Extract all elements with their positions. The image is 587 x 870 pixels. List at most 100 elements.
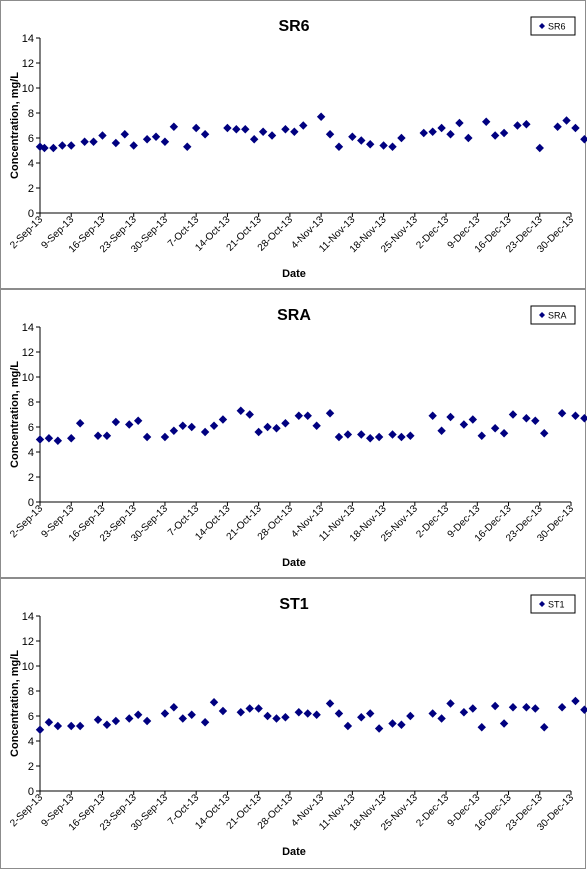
data-point-sr6 bbox=[67, 141, 76, 150]
data-point-sra bbox=[343, 430, 353, 439]
data-point-sra bbox=[459, 420, 469, 429]
y-tick-label: 2 bbox=[28, 183, 34, 195]
data-point-sr6 bbox=[357, 136, 366, 145]
data-point-sra bbox=[294, 411, 304, 420]
data-point-sr6 bbox=[499, 128, 509, 138]
scatter-chart-sr6: SR6024681012142-Sep-139-Sep-1316-Sep-132… bbox=[8, 16, 587, 280]
data-point-st1 bbox=[312, 710, 321, 719]
data-point-st1 bbox=[437, 714, 446, 723]
x-tick-label: 2-Dec-13 bbox=[414, 503, 451, 540]
data-point-st1 bbox=[571, 696, 580, 706]
y-tick-label: 0 bbox=[28, 497, 34, 509]
data-point-sr6 bbox=[241, 125, 250, 134]
data-point-sr6 bbox=[120, 130, 129, 139]
data-point-sr6 bbox=[40, 143, 49, 153]
legend-box bbox=[530, 16, 576, 36]
data-point-st1 bbox=[397, 720, 406, 729]
x-tick-label: 2-Sep-13 bbox=[8, 503, 45, 540]
data-point-st1 bbox=[75, 721, 85, 731]
y-tick-label: 8 bbox=[28, 397, 34, 409]
data-point-st1 bbox=[125, 714, 134, 723]
y-tick-label: 6 bbox=[28, 133, 34, 145]
data-point-sr6 bbox=[522, 120, 531, 129]
data-point-st1 bbox=[531, 704, 540, 713]
data-point-sr6 bbox=[348, 132, 357, 141]
data-point-sra bbox=[35, 435, 45, 444]
data-point-sr6 bbox=[183, 142, 192, 151]
data-point-sra bbox=[437, 426, 446, 435]
data-point-sra bbox=[254, 427, 263, 437]
data-point-st1 bbox=[303, 709, 312, 718]
legend-box bbox=[530, 594, 576, 614]
data-point-sr6 bbox=[281, 125, 290, 134]
data-point-sr6 bbox=[553, 122, 562, 131]
data-point-st1 bbox=[281, 713, 290, 722]
data-point-sr6 bbox=[464, 133, 473, 143]
data-point-sra bbox=[557, 409, 567, 418]
data-point-sra bbox=[178, 421, 187, 430]
data-point-sr6 bbox=[580, 135, 587, 144]
data-point-sra bbox=[169, 426, 179, 435]
y-tick-label: 8 bbox=[28, 686, 34, 698]
data-point-sra bbox=[388, 430, 397, 439]
data-point-sra bbox=[468, 415, 478, 424]
y-tick-label: 4 bbox=[28, 447, 34, 459]
chart-panel-sra: SRA 0 2 4 6 8 10 12 14 2-Sep-13 9-Sep-13 16-Sep-13 2… bbox=[0, 289, 587, 578]
x-tick-label: 2-Dec-13 bbox=[414, 214, 451, 251]
data-point-sr6 bbox=[223, 123, 232, 133]
data-point-sr6 bbox=[379, 141, 388, 150]
legend-box bbox=[530, 305, 576, 325]
data-point-st1 bbox=[200, 718, 210, 727]
y-axis-label: Concentration, mg/L bbox=[9, 650, 21, 757]
y-tick-label: 8 bbox=[28, 108, 34, 120]
data-point-sra bbox=[334, 432, 344, 442]
data-point-sr6 bbox=[258, 127, 268, 136]
legend: ST1 bbox=[530, 594, 576, 614]
y-tick-label: 2 bbox=[28, 761, 34, 773]
legend-marker bbox=[539, 23, 545, 29]
data-point-sra bbox=[303, 411, 312, 420]
data-point-sra bbox=[366, 434, 375, 443]
data-point-sra bbox=[325, 409, 335, 418]
data-point-st1 bbox=[272, 714, 281, 723]
x-tick-label: 28-Oct-13 bbox=[256, 214, 296, 254]
data-point-sra bbox=[102, 431, 112, 440]
data-point-sra bbox=[540, 429, 549, 438]
data-point-st1 bbox=[187, 710, 196, 719]
y-tick-label: 0 bbox=[28, 786, 34, 798]
data-point-st1 bbox=[142, 716, 152, 726]
data-point-st1 bbox=[508, 703, 518, 712]
data-point-sr6 bbox=[366, 140, 375, 149]
y-axis-label: Concentration, mg/L bbox=[9, 361, 21, 468]
data-point-sr6 bbox=[98, 131, 107, 140]
data-point-sra bbox=[357, 430, 366, 439]
data-point-sr6 bbox=[299, 121, 308, 130]
data-point-sr6 bbox=[446, 130, 455, 139]
data-point-sra bbox=[93, 431, 103, 440]
data-point-sr6 bbox=[191, 123, 201, 133]
data-point-sr6 bbox=[571, 123, 580, 133]
data-point-sr6 bbox=[35, 142, 45, 151]
data-point-sra bbox=[428, 411, 437, 420]
data-point-st1 bbox=[540, 723, 549, 732]
data-point-sra bbox=[236, 406, 245, 415]
data-point-sr6 bbox=[80, 137, 89, 146]
data-point-st1 bbox=[374, 724, 384, 733]
data-point-st1 bbox=[263, 711, 272, 721]
data-point-sr6 bbox=[200, 130, 210, 139]
x-axis-label: Date bbox=[282, 557, 306, 569]
data-point-sra bbox=[209, 421, 219, 430]
y-tick-label: 14 bbox=[22, 322, 34, 334]
data-point-st1 bbox=[209, 698, 219, 707]
data-point-st1 bbox=[133, 710, 143, 719]
data-point-st1 bbox=[557, 703, 567, 712]
data-point-sr6 bbox=[58, 141, 67, 150]
data-point-sra bbox=[200, 427, 210, 437]
data-point-st1 bbox=[343, 721, 353, 731]
data-point-st1 bbox=[325, 699, 335, 708]
data-point-sra bbox=[571, 411, 580, 420]
data-point-st1 bbox=[111, 716, 121, 726]
data-point-sr6 bbox=[490, 131, 500, 140]
data-point-sra bbox=[272, 424, 281, 433]
